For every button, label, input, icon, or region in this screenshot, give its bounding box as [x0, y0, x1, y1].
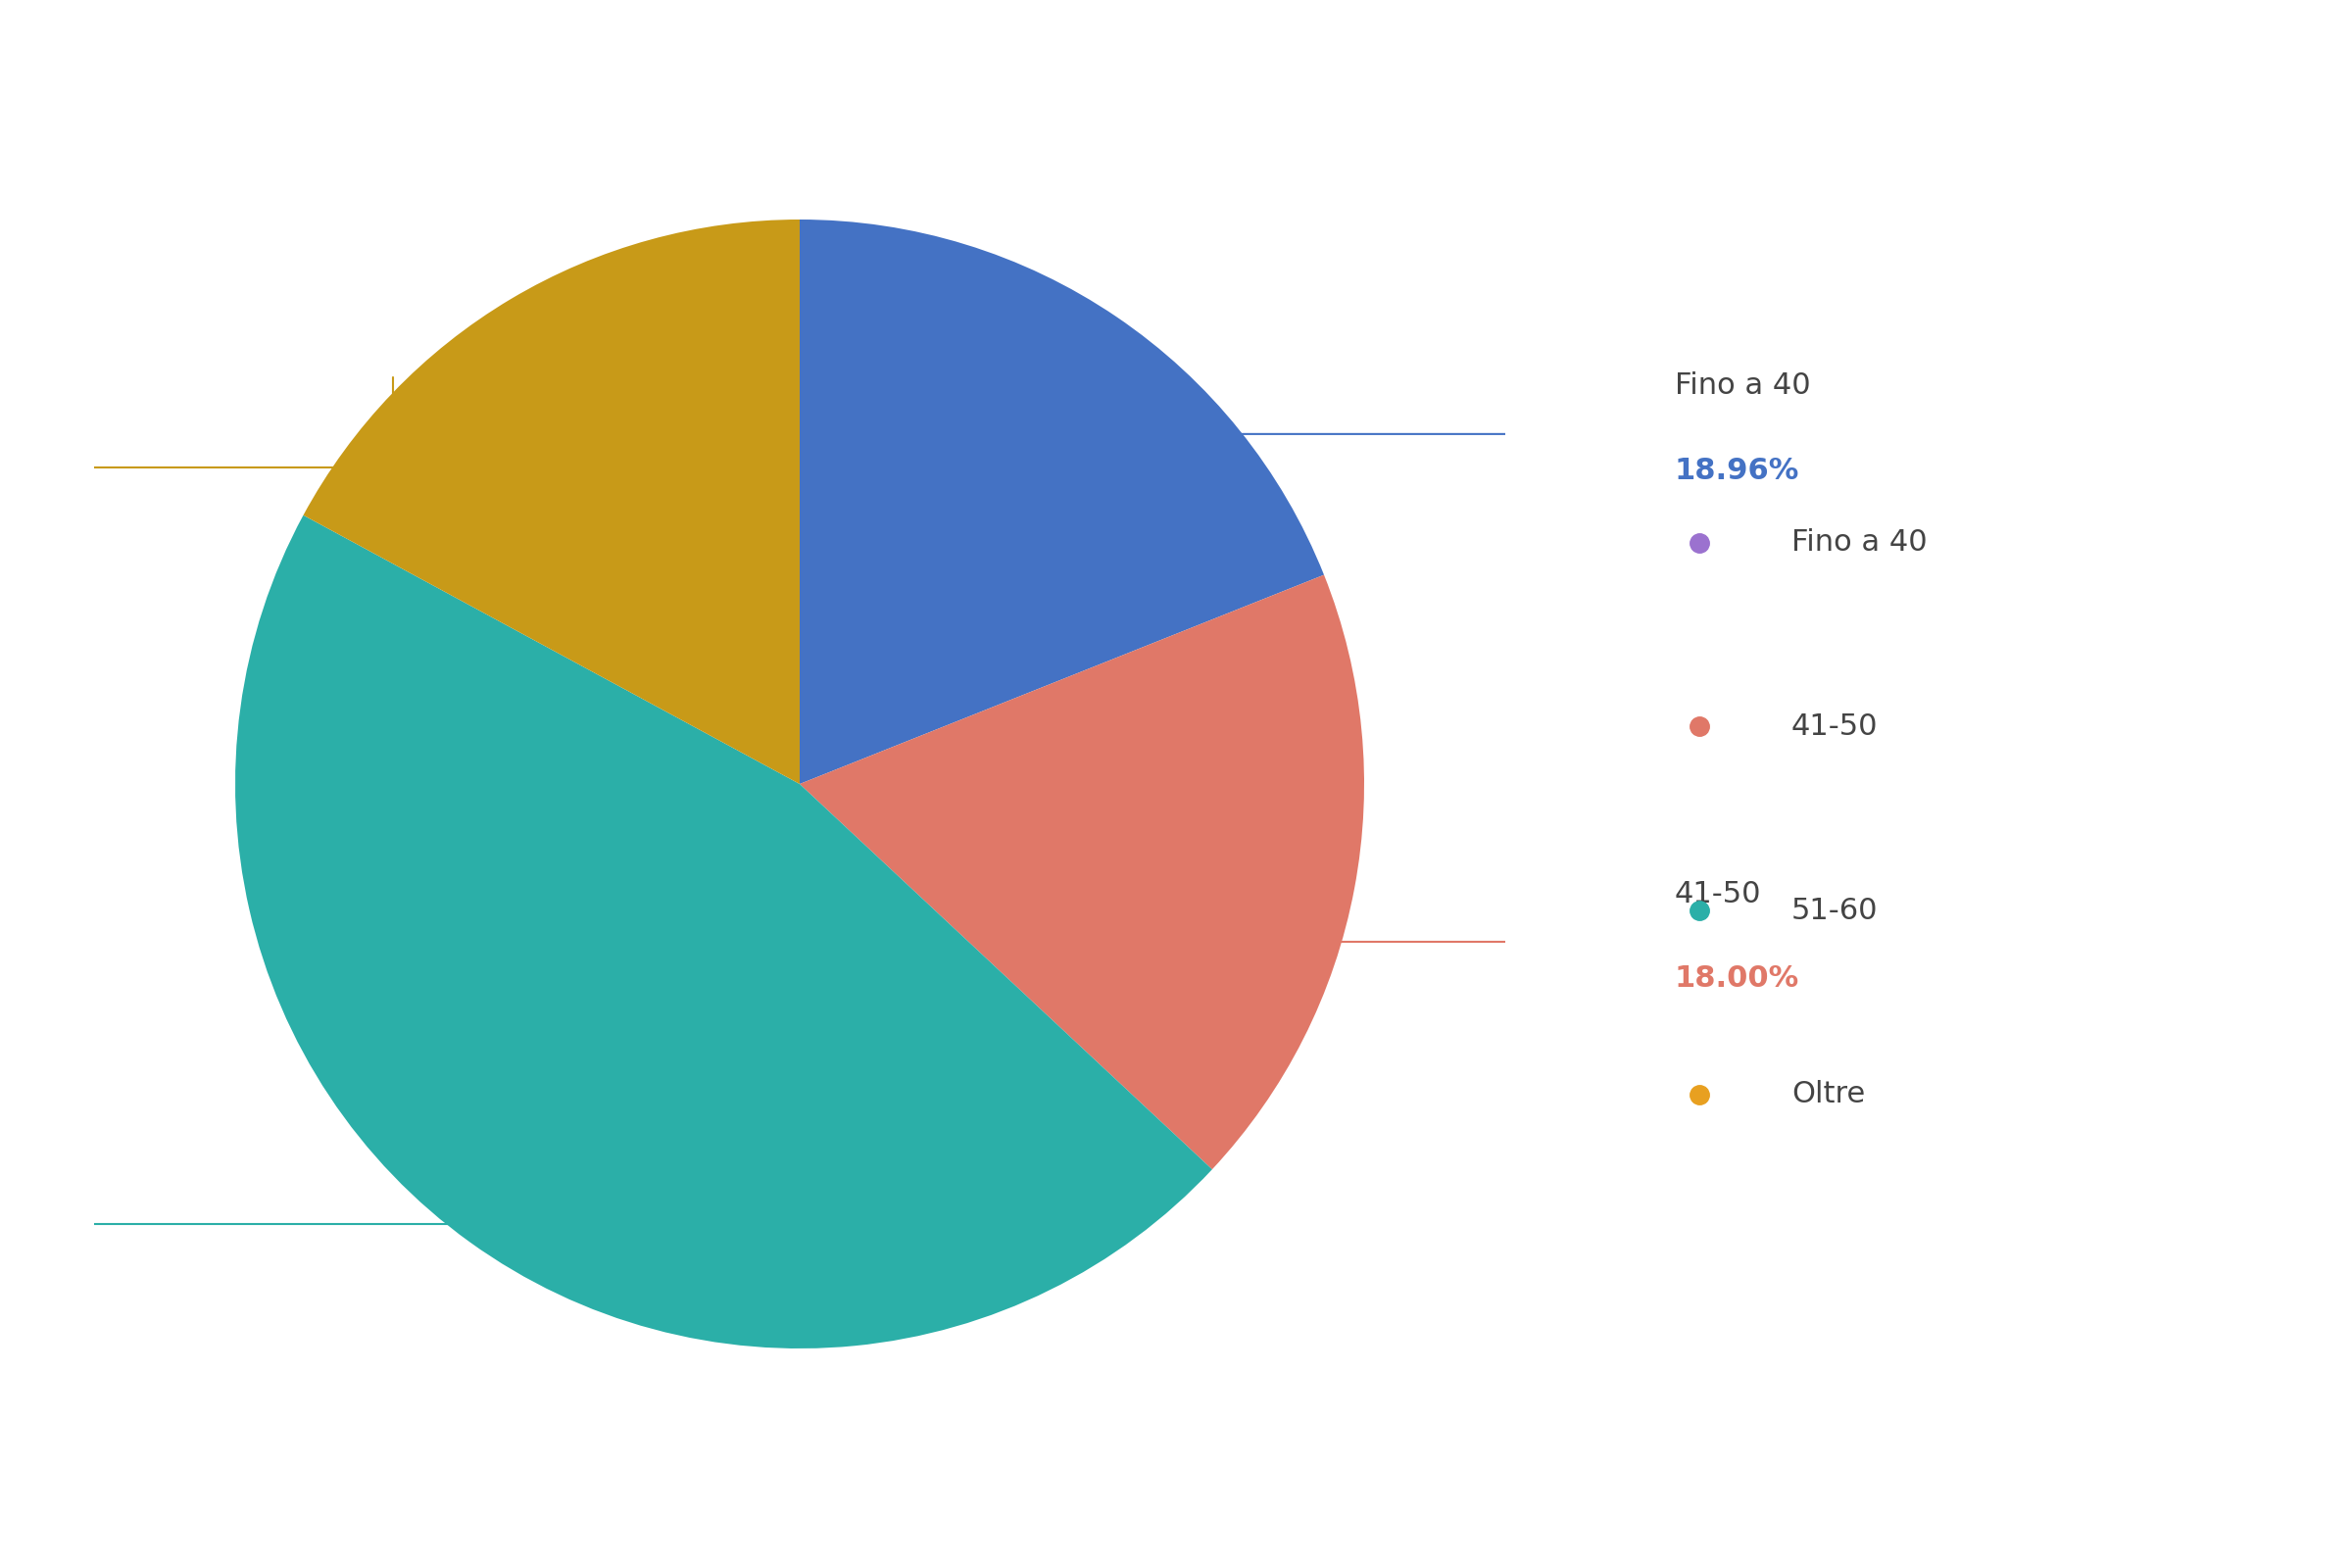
Text: Oltre: Oltre	[1792, 1080, 1865, 1109]
Wedge shape	[800, 220, 1324, 784]
Text: Fino a 40: Fino a 40	[1675, 372, 1811, 400]
Text: 18.00%: 18.00%	[1675, 964, 1799, 993]
Text: 41-50: 41-50	[1675, 880, 1762, 908]
Wedge shape	[800, 575, 1364, 1170]
Wedge shape	[235, 516, 1211, 1348]
Text: 18.96%: 18.96%	[1675, 456, 1799, 485]
Text: 51-60: 51-60	[1792, 897, 1877, 925]
Text: Fino a 40: Fino a 40	[1792, 528, 1926, 557]
Wedge shape	[303, 220, 800, 784]
Text: 41-50: 41-50	[1792, 712, 1877, 740]
